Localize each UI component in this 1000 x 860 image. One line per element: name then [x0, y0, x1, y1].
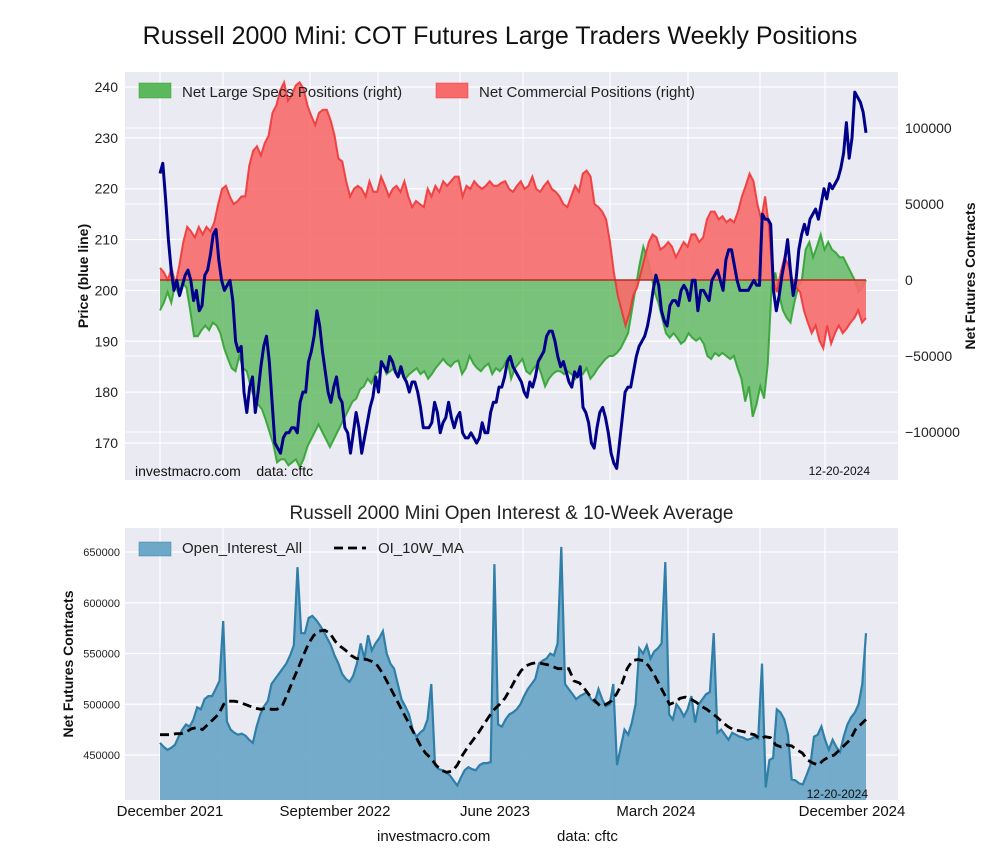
- legend-label-open-interest: Open_Interest_All: [182, 540, 302, 557]
- top-legend: Net Large Specs Positions (right) Net Co…: [138, 82, 695, 101]
- legend-label-specs: Net Large Specs Positions (right): [182, 84, 402, 101]
- price-tick-label: 180: [95, 384, 119, 400]
- open-interest-tick-label: 600000: [83, 598, 120, 610]
- chart-title: Russell 2000 Mini: COT Futures Large Tra…: [142, 22, 858, 50]
- legend-swatch-specs: [138, 82, 172, 99]
- open-interest-tick-label: 450000: [83, 750, 120, 762]
- net-contracts-tick-label: −100000: [905, 424, 960, 440]
- date-tick-label: December 2021: [117, 803, 224, 820]
- net-large-specs-line: [159, 230, 867, 470]
- net-contracts-tick-label: −50000: [905, 348, 952, 364]
- net-contracts-tick-label: 50000: [905, 196, 944, 212]
- top-watermark: investmacro.com data: cftc: [135, 463, 313, 479]
- price-tick-label: 190: [95, 333, 119, 349]
- price-tick-label: 230: [95, 130, 119, 146]
- bottom-date-label: 12-20-2024: [807, 787, 869, 801]
- open-interest-chart-title: Russell 2000 Mini Open Interest & 10-Wee…: [289, 503, 734, 524]
- open-interest-axis-ticks: 450000 500000 550000 600000 650000: [83, 547, 120, 762]
- price-axis-label: Price (blue line): [75, 224, 91, 328]
- net-contracts-tick-label: 100000: [905, 120, 952, 136]
- bottom-legend: Open_Interest_All OI_10W_MA: [138, 540, 464, 557]
- open-interest-tick-label: 550000: [83, 649, 120, 661]
- date-tick-label: March 2024: [616, 803, 695, 820]
- date-tick-label: September 2022: [280, 803, 391, 820]
- open-interest-area: [160, 546, 866, 800]
- net-contracts-axis-label: Net Futures Contracts: [962, 202, 978, 349]
- top-date-label: 12-20-2024: [809, 464, 871, 478]
- net-commercial-line: [159, 79, 867, 352]
- price-tick-label: 240: [95, 79, 119, 95]
- price-tick-label: 200: [95, 282, 119, 298]
- price-axis-ticks: 170 180 190 200 210 220 230 240: [95, 79, 119, 451]
- open-interest-line: [159, 546, 868, 788]
- legend-swatch-commercial: [435, 82, 469, 99]
- net-contracts-tick-label: 0: [905, 272, 913, 288]
- oi-10w-ma-line: [160, 628, 867, 774]
- price-tick-label: 170: [95, 435, 119, 451]
- bottom-plot: 450000 500000 550000 600000 650000 December …: [60, 528, 905, 820]
- net-contracts-axis-ticks: −100000 −50000 0 50000 100000: [905, 120, 960, 440]
- price-line: [158, 90, 868, 470]
- date-tick-label: June 2023: [460, 803, 530, 820]
- open-interest-tick-label: 500000: [83, 699, 120, 711]
- footer-site: investmacro.com: [377, 828, 491, 845]
- legend-swatch-open-interest: [138, 541, 172, 557]
- price-tick-label: 210: [95, 232, 119, 248]
- footer-source: data: cftc: [557, 828, 618, 845]
- legend-label-ma: OI_10W_MA: [378, 540, 464, 557]
- open-interest-tick-label: 650000: [83, 547, 120, 559]
- top-plot: 170 180 190 200 210 220 230 240 −100000 −50000 0 5…: [75, 72, 978, 480]
- legend-label-commercial: Net Commercial Positions (right): [479, 84, 695, 101]
- date-axis-ticks: December 2021 September 2022 June 2023 Marc…: [117, 803, 906, 820]
- date-tick-label: December 2024: [799, 803, 906, 820]
- price-tick-label: 220: [95, 181, 119, 197]
- open-interest-axis-label: Net Futures Contracts: [60, 590, 76, 737]
